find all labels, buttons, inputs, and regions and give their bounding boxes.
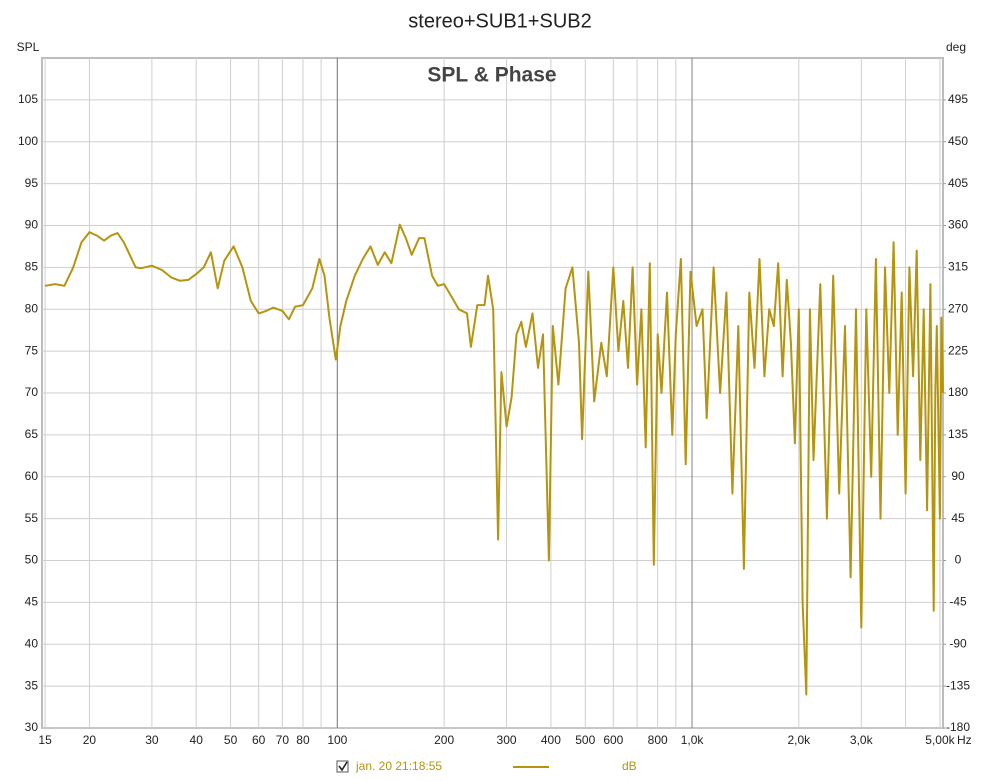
x-tick-label: 2,0k	[787, 733, 811, 747]
y2-tick-label: -90	[949, 636, 967, 650]
y2-tick-label: 225	[948, 343, 968, 357]
y2-tick-label: -135	[946, 678, 970, 692]
y-tick-label: 100	[18, 134, 38, 148]
x-tick-label: 60	[252, 733, 266, 747]
x-tick-label: 1,0k	[681, 733, 705, 747]
x-tick-label: 40	[190, 733, 204, 747]
x-tick-label: 5,00k	[925, 733, 955, 747]
y-tick-label: 30	[25, 720, 39, 734]
y2-tick-label: 450	[948, 134, 968, 148]
y-tick-label: 50	[25, 553, 39, 567]
y-tick-label: 45	[25, 595, 39, 609]
x-tick-label: 3,0k	[850, 733, 874, 747]
x-tick-label: 200	[434, 733, 454, 747]
y2-tick-label: 0	[955, 553, 962, 567]
x-tick-label: 100	[327, 733, 347, 747]
chart-title: stereo+SUB1+SUB2	[408, 10, 591, 32]
y-tick-label: 35	[25, 678, 39, 692]
y2-tick-label: 495	[948, 92, 968, 106]
y2-tick-label: 180	[948, 385, 968, 399]
x-tick-label: 600	[603, 733, 623, 747]
y2-tick-label: 45	[951, 511, 965, 525]
y-tick-label: 105	[18, 92, 38, 106]
marks	[44, 223, 944, 696]
x-tick-label: 70	[276, 733, 290, 747]
x-tick-label: 30	[145, 733, 159, 747]
x-tick-label: 20	[83, 733, 97, 747]
x-tick-label: 80	[296, 733, 310, 747]
y-tick-label: 65	[25, 427, 39, 441]
data-line	[44, 223, 944, 696]
x-tick-label: 300	[497, 733, 517, 747]
y-tick-label: 85	[25, 260, 39, 274]
y-tick-label: 60	[25, 469, 39, 483]
legend-checkbox[interactable]	[336, 760, 349, 773]
y-tick-label: 40	[25, 636, 39, 650]
y2-axis-label: deg	[946, 40, 966, 54]
y-tick-label: 90	[25, 218, 39, 232]
x-tick-label: 500	[575, 733, 595, 747]
y-axis-label: SPL	[17, 40, 40, 54]
y-tick-label: 80	[25, 301, 39, 315]
y-tick-label: 70	[25, 385, 39, 399]
y2-tick-label: 135	[948, 427, 968, 441]
y2-tick-label: 405	[948, 176, 968, 190]
y2-tick-label: -180	[946, 720, 970, 734]
y2-tick-label: 270	[948, 301, 968, 315]
y2-tick-label: 360	[948, 218, 968, 232]
y2-tick-label: 90	[951, 469, 965, 483]
legend-date: jan. 20 21:18:55	[355, 759, 442, 773]
legend-label: dB	[622, 759, 637, 773]
y-tick-label: 75	[25, 343, 39, 357]
checkmark	[338, 761, 348, 772]
y-tick-label: 55	[25, 511, 39, 525]
x-tick-label: 800	[648, 733, 668, 747]
y2-tick-label: 315	[948, 260, 968, 274]
x-axis-unit: Hz	[957, 733, 972, 747]
y-tick-label: 95	[25, 176, 39, 190]
y2-tick-label: -45	[949, 595, 967, 609]
x-tick-label: 50	[224, 733, 238, 747]
x-tick-label: 15	[38, 733, 52, 747]
x-tick-label: 400	[541, 733, 561, 747]
chart-subtitle: SPL & Phase	[427, 64, 556, 87]
